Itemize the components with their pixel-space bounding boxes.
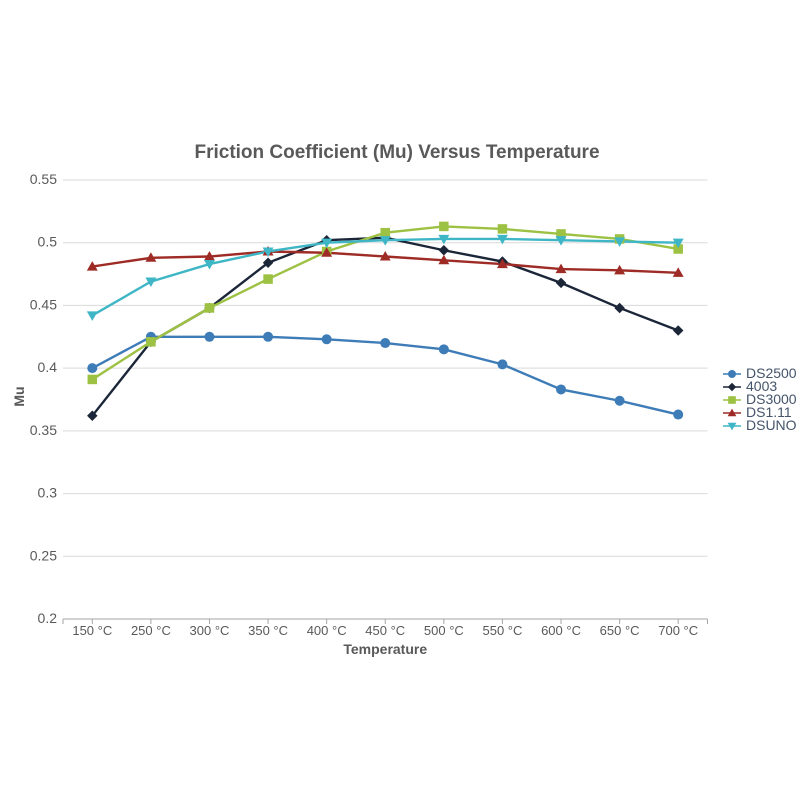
svg-text:550 °C: 550 °C <box>482 623 522 638</box>
svg-text:Mu: Mu <box>11 386 27 406</box>
svg-text:700 °C: 700 °C <box>658 623 698 638</box>
svg-text:DSUNO: DSUNO <box>746 417 797 433</box>
svg-text:350 °C: 350 °C <box>248 623 288 638</box>
svg-text:0.4: 0.4 <box>38 359 58 375</box>
svg-text:150 °C: 150 °C <box>72 623 112 638</box>
svg-text:250 °C: 250 °C <box>131 623 171 638</box>
svg-text:0.2: 0.2 <box>38 610 58 626</box>
svg-text:0.25: 0.25 <box>30 547 57 563</box>
svg-text:500 °C: 500 °C <box>424 623 464 638</box>
svg-text:650 °C: 650 °C <box>600 623 640 638</box>
svg-text:0.35: 0.35 <box>30 422 57 438</box>
svg-text:0.3: 0.3 <box>38 485 58 501</box>
svg-text:0.5: 0.5 <box>38 234 58 250</box>
svg-text:450 °C: 450 °C <box>365 623 405 638</box>
svg-text:Temperature: Temperature <box>343 641 427 657</box>
svg-text:300 °C: 300 °C <box>190 623 230 638</box>
svg-text:400 °C: 400 °C <box>307 623 347 638</box>
svg-text:600 °C: 600 °C <box>541 623 581 638</box>
svg-text:0.45: 0.45 <box>30 296 57 312</box>
svg-text:0.55: 0.55 <box>30 171 57 187</box>
